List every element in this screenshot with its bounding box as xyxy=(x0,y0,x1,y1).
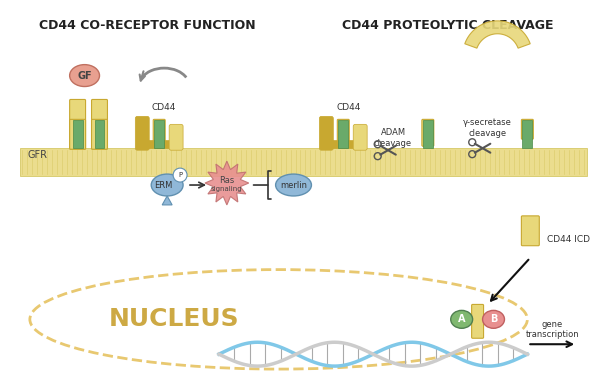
FancyBboxPatch shape xyxy=(472,304,484,338)
Text: GFR: GFR xyxy=(28,150,48,160)
Circle shape xyxy=(173,168,187,182)
Ellipse shape xyxy=(451,310,473,328)
Text: ADAM
cleavage: ADAM cleavage xyxy=(374,128,412,148)
Bar xyxy=(95,121,104,148)
Bar xyxy=(73,121,83,148)
Text: CD44 PROTEOLYTIC CLEAVAGE: CD44 PROTEOLYTIC CLEAVAGE xyxy=(342,19,554,32)
Bar xyxy=(322,140,365,148)
Text: P: P xyxy=(178,172,182,178)
FancyBboxPatch shape xyxy=(169,124,183,150)
Text: signaling: signaling xyxy=(211,186,242,192)
Bar xyxy=(20,148,587,176)
Text: GF: GF xyxy=(77,70,92,81)
Polygon shape xyxy=(465,21,530,48)
Text: CD44 CO-RECEPTOR FUNCTION: CD44 CO-RECEPTOR FUNCTION xyxy=(39,19,256,32)
Text: ERM: ERM xyxy=(154,180,172,190)
Ellipse shape xyxy=(151,174,183,196)
FancyBboxPatch shape xyxy=(136,116,149,150)
Text: CD44: CD44 xyxy=(336,103,361,113)
Bar xyxy=(338,121,348,148)
Ellipse shape xyxy=(482,310,505,328)
Text: B: B xyxy=(490,314,497,324)
Text: A: A xyxy=(458,314,466,324)
Text: NUCLEUS: NUCLEUS xyxy=(109,307,239,331)
Bar xyxy=(137,140,181,148)
Bar xyxy=(523,121,532,148)
FancyBboxPatch shape xyxy=(70,99,86,149)
Text: CD44 ICD: CD44 ICD xyxy=(547,235,590,244)
FancyBboxPatch shape xyxy=(422,119,434,146)
Polygon shape xyxy=(162,196,172,205)
FancyBboxPatch shape xyxy=(353,124,367,150)
FancyBboxPatch shape xyxy=(319,116,334,150)
FancyBboxPatch shape xyxy=(521,216,539,246)
Text: γ-secretase
cleavage: γ-secretase cleavage xyxy=(463,118,512,138)
FancyBboxPatch shape xyxy=(70,119,86,149)
Polygon shape xyxy=(205,161,249,205)
Text: Ras: Ras xyxy=(219,175,235,185)
FancyBboxPatch shape xyxy=(92,99,107,149)
Text: CD44: CD44 xyxy=(152,103,176,113)
FancyBboxPatch shape xyxy=(521,119,533,139)
Bar xyxy=(423,121,433,148)
Ellipse shape xyxy=(70,65,100,86)
FancyBboxPatch shape xyxy=(153,119,165,146)
Text: gene
transcription: gene transcription xyxy=(526,319,579,339)
FancyBboxPatch shape xyxy=(337,119,349,146)
Bar xyxy=(154,121,164,148)
Ellipse shape xyxy=(275,174,311,196)
FancyBboxPatch shape xyxy=(92,119,107,149)
Text: merlin: merlin xyxy=(280,180,307,190)
